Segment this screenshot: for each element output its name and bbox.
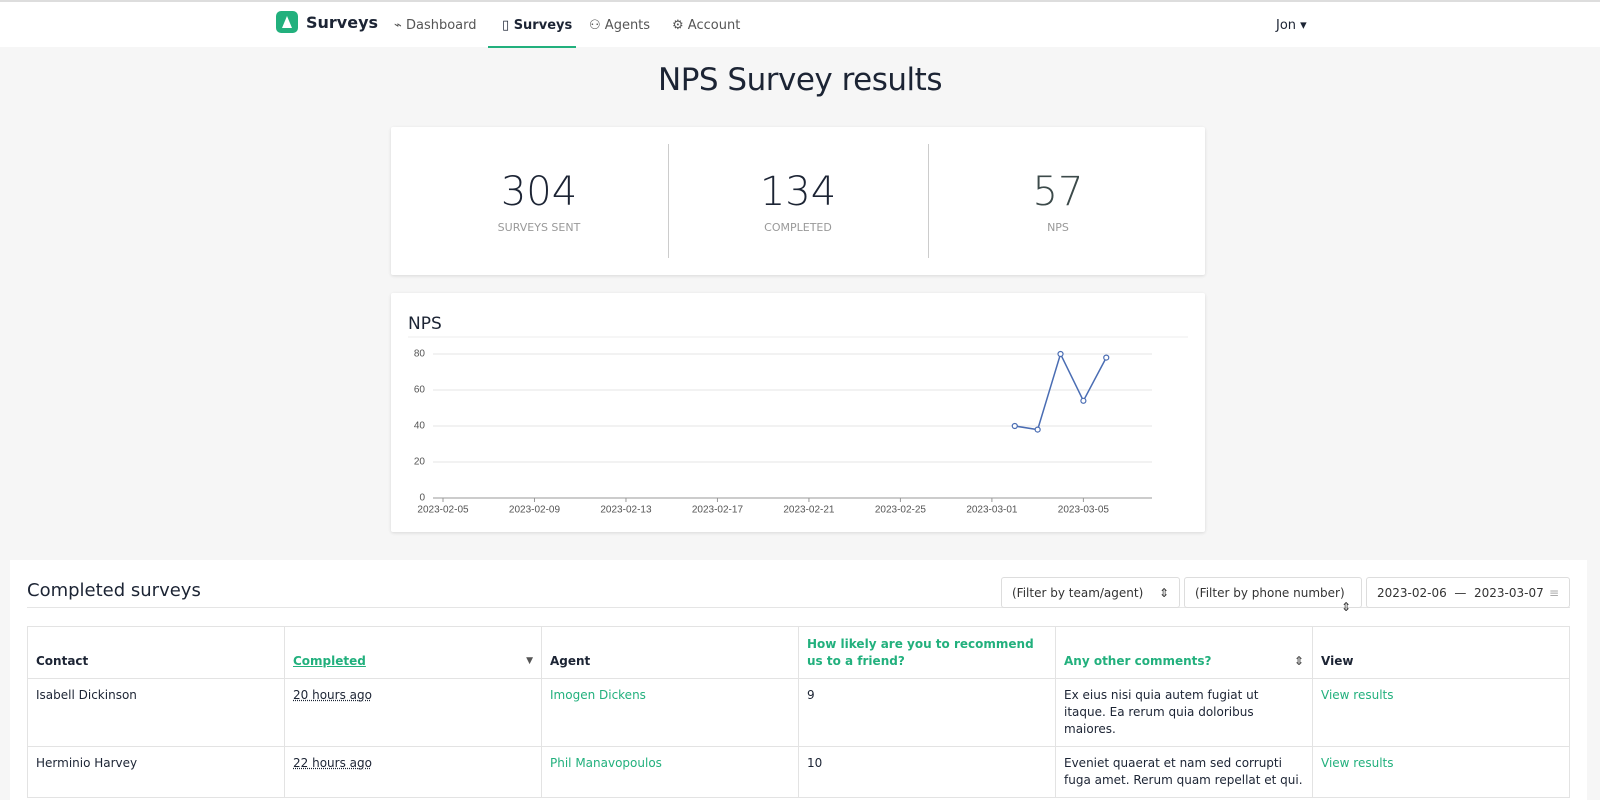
active-indicator [488,46,576,48]
column-header[interactable]: Any other comments? ⇕ [1056,627,1313,679]
stat-label: COMPLETED [668,221,928,234]
x-tick-label: 2023-03-05 [1058,505,1110,516]
chart: NPS 0 20 40 60 80 2023-02-05 2023-02-09 2023-02… [391,293,1205,532]
x-tick-label: 2023-02-05 [417,505,469,516]
cell: Imogen Dickens [542,679,799,747]
stat: 304 SURVEYS SENT [409,127,669,275]
stat-label: SURVEYS SENT [409,221,669,234]
tab-label: Agents [605,18,650,33]
cell: Ex eius nisi quia autem fugiat ut itaque… [1056,679,1313,747]
x-tick-label: 2023-03-01 [966,505,1018,516]
x-tick-label: 2023-02-09 [509,505,561,516]
header-label: Completed [293,654,366,668]
stat-value: 57 [928,169,1188,215]
stat: 57 NPS [928,127,1188,275]
cell: Isabell Dickinson [28,679,285,747]
agent-link[interactable]: Phil Manavopoulos [550,756,662,770]
cell: Phil Manavopoulos [542,747,799,798]
point [1104,355,1109,360]
nav-tab[interactable]: ⚇ Agents [589,18,650,33]
select-label: (Filter by phone number) [1195,586,1345,600]
y-tick-label: 40 [414,421,426,432]
line [1015,354,1106,430]
column-header: View [1313,627,1570,679]
tab-label: Dashboard [406,18,477,33]
chart-card: NPS 0 20 40 60 80 2023-02-05 2023-02-09 2023-02… [391,293,1205,532]
header-label: How likely are you to recommend us to a … [807,637,1034,668]
agent-link[interactable]: Imogen Dickens [550,688,646,702]
surveys-table: Contact Completed ▼ Agent How likely are … [27,626,1570,798]
nav-tab[interactable]: ▯ Surveys [502,18,572,33]
brand-name: Surveys [306,13,378,32]
cell: Eveniet quaerat et nam sed corrupti fuga… [1056,747,1313,798]
user-menu[interactable]: Jon ▾ [1276,18,1307,33]
column-header: Contact [28,627,285,679]
table-row: Herminio Harvey 22 hours ago Phil Manavo… [28,747,1570,798]
point [1012,424,1017,429]
cell: 22 hours ago [285,747,542,798]
column-header[interactable]: How likely are you to recommend us to a … [799,627,1056,679]
point [1058,352,1063,357]
date-range[interactable]: 2023-02-06 — 2023-03-07 ≡ [1366,577,1570,608]
section-title: Completed surveys [27,580,201,601]
column-header: Agent [542,627,799,679]
y-tick-label: 60 [414,385,426,396]
filter-select[interactable]: (Filter by team/agent) ⇕ [1001,577,1180,608]
stat-label: NPS [928,221,1188,234]
x-tick-label: 2023-02-25 [875,505,927,516]
nav-tab[interactable]: ⚙ Account [672,18,740,33]
x-tick-label: 2023-02-13 [600,505,652,516]
date-to: 2023-03-07 [1474,586,1544,600]
page-title: NPS Survey results [0,62,1600,98]
stats-card: 304 SURVEYS SENT 134 COMPLETED 57 NPS [391,127,1205,275]
time: 22 hours ago [293,756,372,770]
cell: 10 [799,747,1056,798]
user-name: Jon [1276,18,1296,33]
stat: 134 COMPLETED [668,127,928,275]
filter-select[interactable]: (Filter by phone number) ⇕ [1184,577,1362,608]
column-header[interactable]: Completed ▼ [285,627,542,679]
nav-tab[interactable]: ⌁ Dashboard [394,18,477,33]
stat-value: 134 [668,169,928,215]
view-link[interactable]: View results [1321,688,1394,702]
header-row: Contact Completed ▼ Agent How likely are … [28,627,1570,679]
chart-title: NPS [408,314,442,334]
point [1035,427,1040,432]
logo [276,11,298,33]
completed-section: Completed surveys (Filter by team/agent)… [10,560,1587,800]
y-tick-label: 80 [414,349,426,360]
time: 20 hours ago [293,688,372,702]
x-tick-label: 2023-02-21 [783,505,835,516]
view-link[interactable]: View results [1321,756,1394,770]
brand[interactable]: Surveys [276,11,378,33]
y-tick-label: 0 [419,493,425,504]
select-label: (Filter by team/agent) [1012,586,1143,600]
cell: 9 [799,679,1056,747]
stat-value: 304 [409,169,669,215]
cell: Herminio Harvey [28,747,285,798]
header-label: Any other comments? [1064,654,1211,668]
point [1081,398,1086,403]
navbar: Surveys ⌁ Dashboard ▯ Surveys ⚇ Agents ⚙… [0,0,1600,47]
cell: View results [1313,679,1570,747]
tab-label: Surveys [514,18,573,33]
x-tick-label: 2023-02-17 [692,505,744,516]
date-from: 2023-02-06 [1377,586,1447,600]
cell: View results [1313,747,1570,798]
y-tick-label: 20 [414,457,426,468]
tab-label: Account [688,18,741,33]
table-row: Isabell Dickinson 20 hours ago Imogen Di… [28,679,1570,747]
cell: 20 hours ago [285,679,542,747]
